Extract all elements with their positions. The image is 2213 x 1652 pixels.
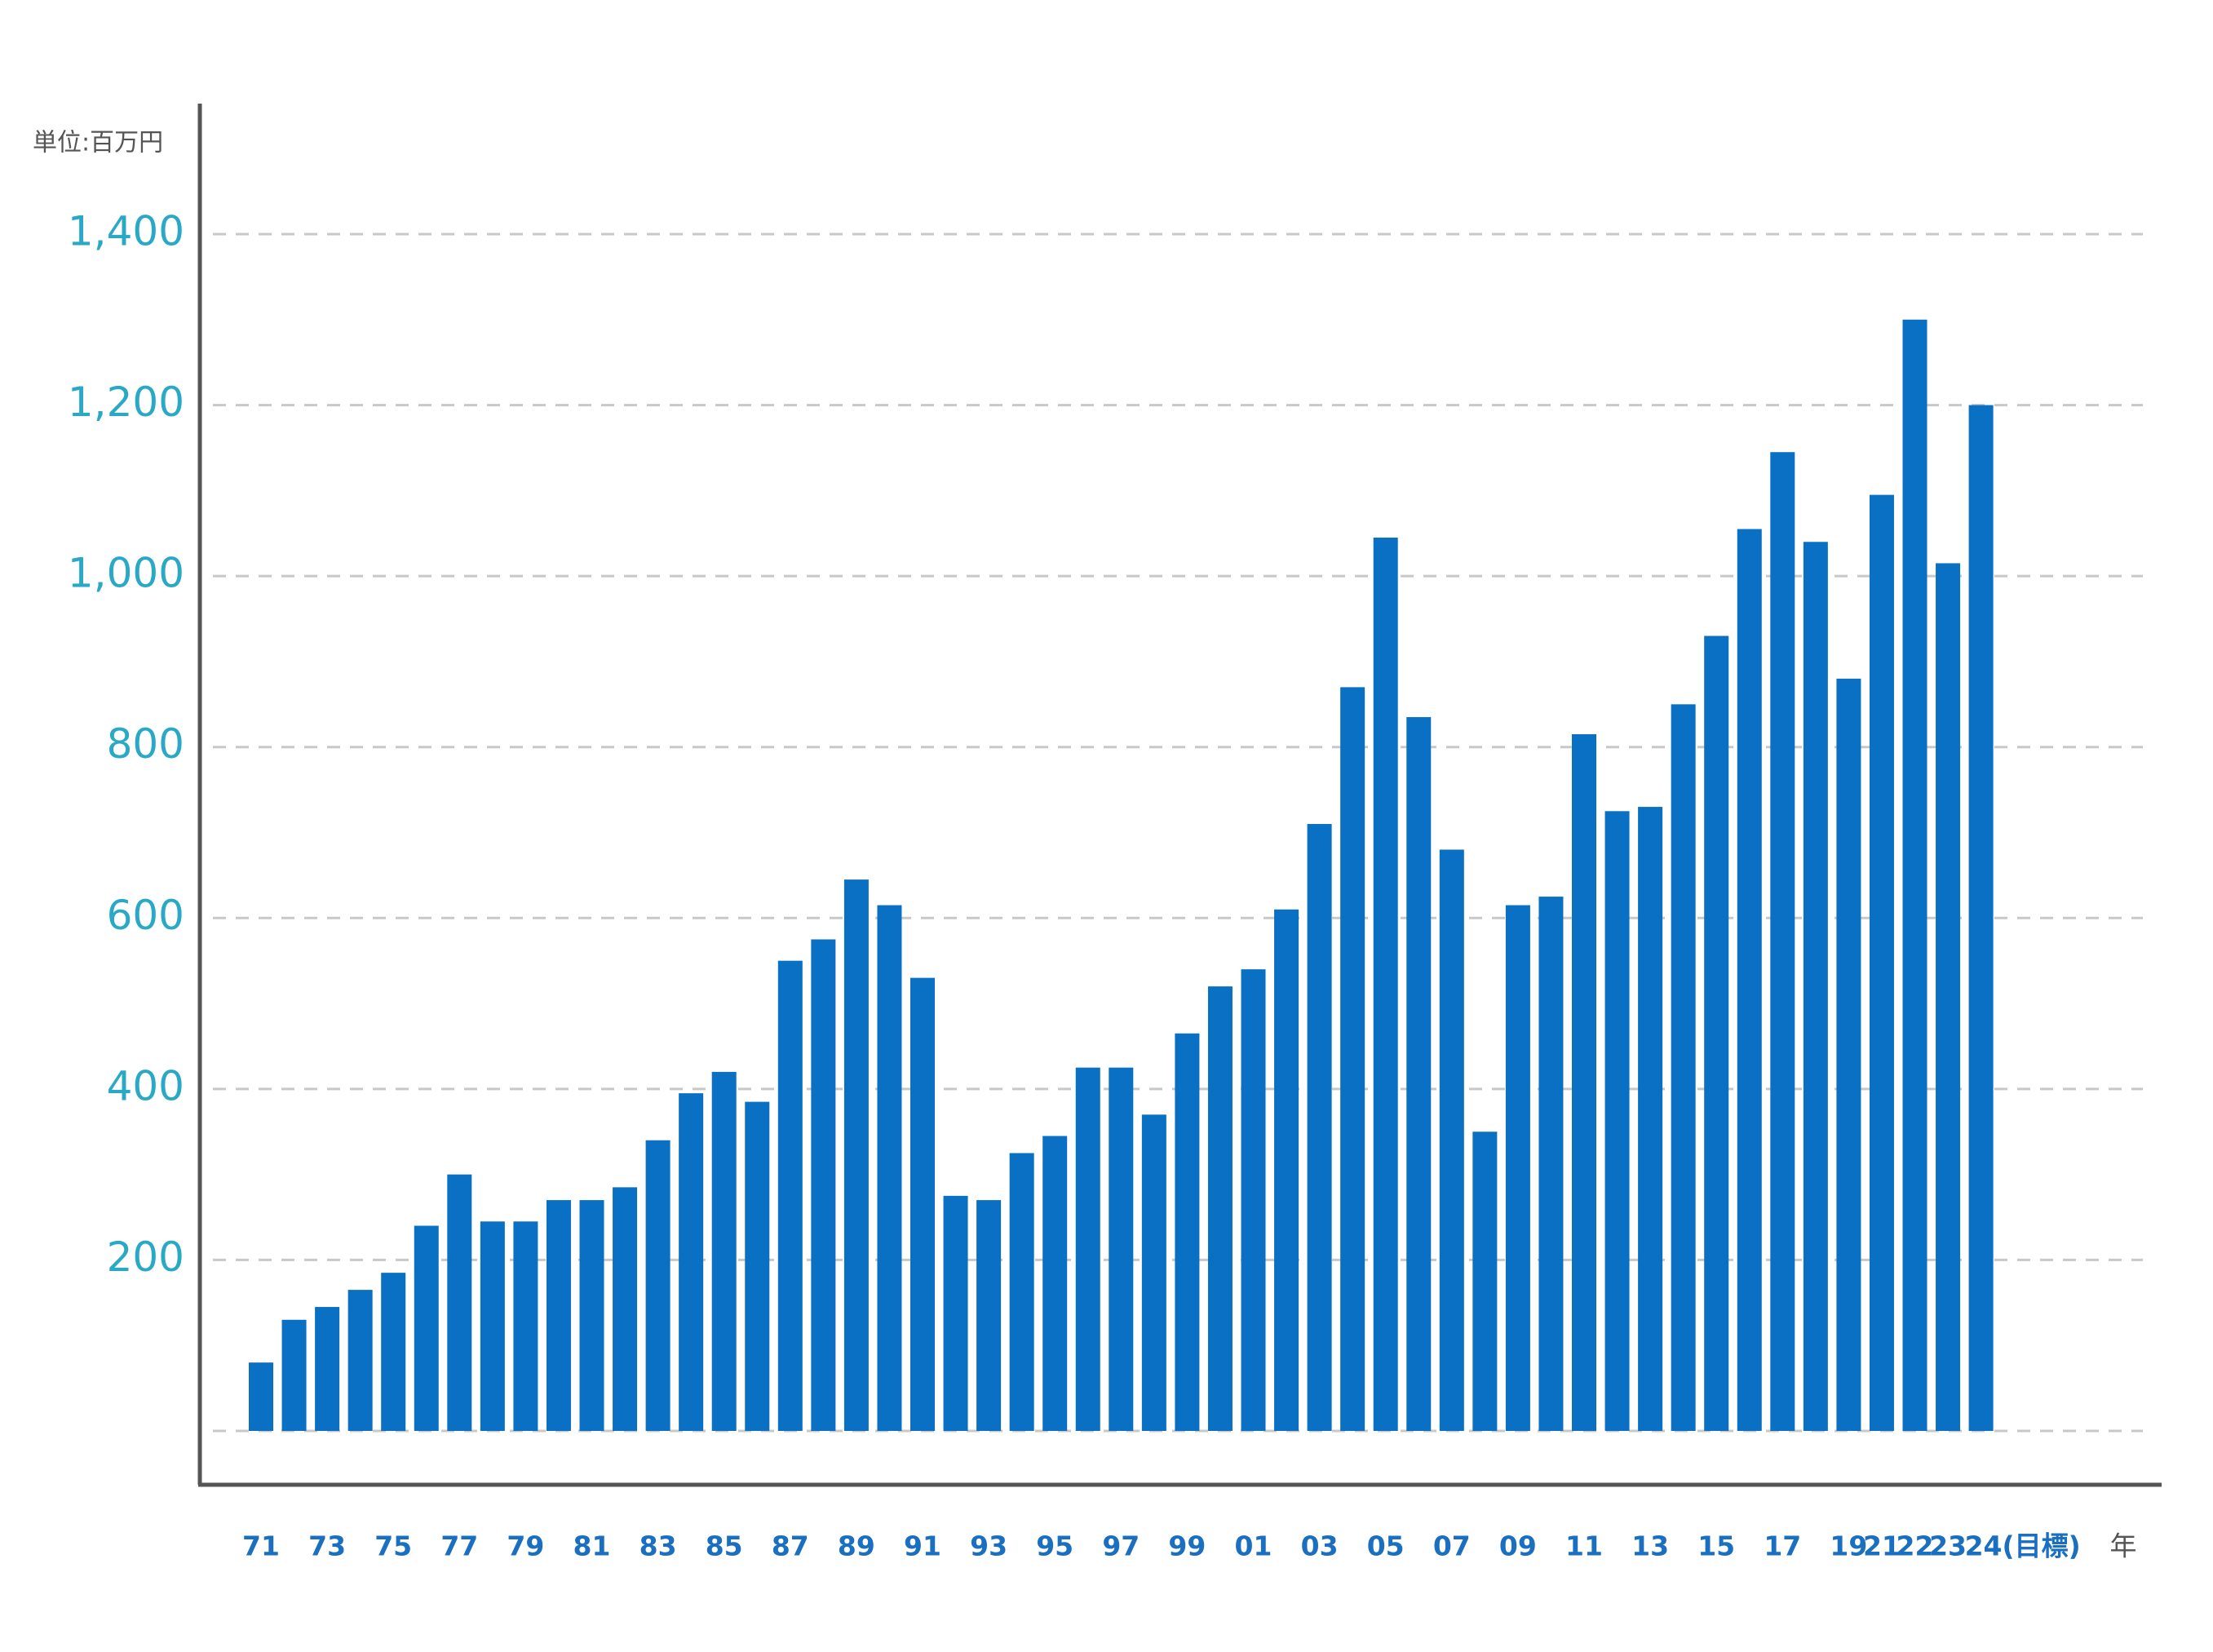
x-tick-label: 83 — [640, 1530, 677, 1562]
x-tick-label: 03 — [1301, 1530, 1339, 1562]
x-tick-label: 22 — [1897, 1530, 1934, 1562]
x-tick-label: 05 — [1367, 1530, 1405, 1562]
y-tick-label: 1,400 — [68, 208, 184, 255]
bar — [480, 1221, 505, 1431]
x-tick-label: 91 — [904, 1530, 941, 1562]
x-tick-label: 75 — [374, 1530, 412, 1562]
bar — [381, 1273, 406, 1431]
bar — [1175, 1033, 1200, 1431]
bar — [1373, 537, 1398, 1431]
bar — [1340, 687, 1365, 1431]
bar — [1604, 811, 1630, 1431]
bar — [315, 1307, 340, 1431]
bar — [1505, 905, 1530, 1431]
bar — [1902, 319, 1928, 1432]
bar — [1538, 897, 1564, 1431]
bar — [347, 1290, 373, 1431]
bar — [546, 1200, 571, 1431]
bar — [249, 1362, 273, 1431]
bar — [1836, 678, 1861, 1431]
bar — [1671, 704, 1696, 1431]
x-tick-label: 13 — [1631, 1530, 1669, 1562]
y-tick-label: 600 — [107, 892, 184, 939]
x-tick-label: 19 — [1830, 1530, 1867, 1562]
bar — [1406, 717, 1432, 1431]
y-tick-label: 800 — [107, 720, 184, 768]
bar — [745, 1101, 770, 1431]
bar — [1638, 807, 1663, 1431]
x-tick-label: 81 — [573, 1530, 611, 1562]
bar — [1472, 1132, 1498, 1431]
bar — [811, 939, 836, 1431]
bar — [943, 1195, 968, 1431]
bar — [1936, 563, 1961, 1431]
bar — [613, 1187, 638, 1431]
x-tick-label: 85 — [706, 1530, 743, 1562]
x-tick-label: 15 — [1697, 1530, 1735, 1562]
bar — [281, 1319, 307, 1431]
bar — [1770, 452, 1795, 1431]
x-tick-label: 77 — [440, 1530, 478, 1562]
bar — [1737, 529, 1762, 1431]
x-tick-label: 93 — [970, 1530, 1007, 1562]
x-tick-label: 73 — [308, 1530, 346, 1562]
bar — [645, 1140, 671, 1431]
bar — [976, 1200, 1002, 1431]
bar — [1439, 849, 1464, 1431]
bar — [777, 960, 803, 1431]
x-tick-label: 95 — [1036, 1530, 1073, 1562]
bar — [711, 1071, 737, 1431]
bar — [1274, 909, 1299, 1431]
bar — [1572, 733, 1596, 1431]
bar — [910, 977, 935, 1431]
bar — [1141, 1114, 1166, 1431]
bar — [1241, 969, 1266, 1431]
x-tick-label: 71 — [242, 1530, 280, 1562]
y-tick-label: 200 — [107, 1233, 184, 1281]
bar — [513, 1221, 538, 1431]
x-tick-label: 87 — [772, 1530, 809, 1562]
x-tick-label: 17 — [1764, 1530, 1801, 1562]
x-tick-label: 21 — [1863, 1530, 1901, 1562]
x-tick-label: 09 — [1499, 1530, 1537, 1562]
x-tick-label: 99 — [1168, 1530, 1206, 1562]
bar — [579, 1200, 604, 1431]
bar — [877, 905, 902, 1431]
x-tick-label: 11 — [1565, 1530, 1603, 1562]
bar — [1075, 1067, 1100, 1431]
x-axis-label: 年 — [2110, 1530, 2137, 1562]
bar — [679, 1093, 704, 1431]
bar — [1968, 405, 1994, 1432]
bar — [1803, 542, 1828, 1432]
bar — [1307, 824, 1332, 1431]
y-tick-label: 1,000 — [68, 550, 184, 597]
bar — [1042, 1136, 1068, 1431]
bar — [447, 1174, 472, 1431]
y-tick-label: 400 — [107, 1062, 184, 1109]
bar — [1207, 986, 1233, 1431]
x-tick-label: 24(目標) — [1965, 1530, 2081, 1562]
bar — [414, 1225, 439, 1431]
x-tick-label: 01 — [1235, 1530, 1272, 1562]
x-tick-label: 23 — [1929, 1530, 1967, 1562]
x-tick-label: 79 — [507, 1530, 544, 1562]
bar — [843, 879, 869, 1431]
y-tick-label: 1,200 — [68, 379, 184, 426]
bar — [1869, 494, 1894, 1431]
unit-label: 単位:百万円 — [33, 129, 163, 157]
bar — [1109, 1067, 1134, 1431]
bar — [1009, 1153, 1034, 1431]
bar — [1704, 636, 1729, 1431]
x-tick-label: 89 — [838, 1530, 875, 1562]
x-tick-label: 97 — [1102, 1530, 1140, 1562]
x-tick-label: 07 — [1433, 1530, 1471, 1562]
